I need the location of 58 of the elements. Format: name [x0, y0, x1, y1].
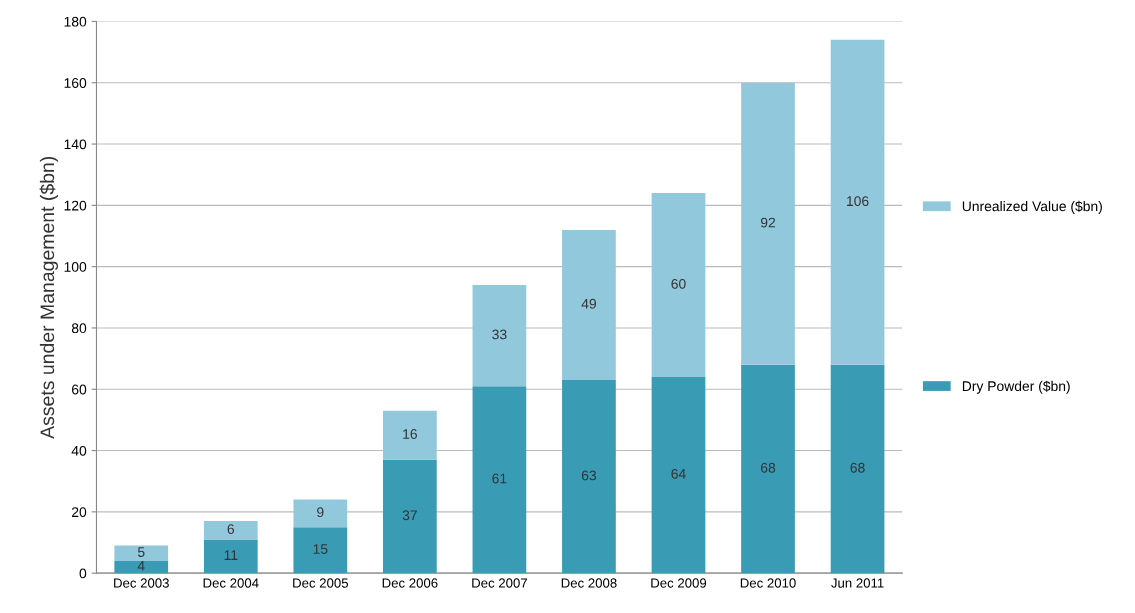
data-label: 11: [224, 550, 238, 560]
bar: [203, 539, 258, 574]
y-tick-label: 140: [64, 139, 87, 150]
y-tick-label: 40: [71, 445, 87, 456]
y-tick-label: 180: [64, 16, 87, 27]
x-tick-label: Dec 2010: [740, 578, 796, 588]
x-tick-label: Dec 2003: [114, 578, 169, 588]
y-tick-label: 60: [72, 384, 87, 395]
x-tick-label: Dec 2005: [293, 578, 349, 588]
legend-label: Dry Powder ($bn): [962, 380, 1070, 394]
x-tick-label: Dec 2009: [651, 578, 707, 588]
data-label: 5: [137, 547, 145, 557]
bar: [562, 380, 616, 574]
bar: [383, 459, 437, 574]
data-label: 60: [671, 278, 686, 289]
y-axis-title: Assets under Management ($bn): [39, 156, 59, 439]
bar: [562, 229, 616, 381]
x-tick-label: Dec 2007: [472, 578, 527, 588]
bar: [830, 39, 885, 365]
bar: [472, 386, 527, 574]
data-label: 63: [581, 470, 597, 481]
x-tick-label: Dec 2006: [382, 578, 438, 588]
y-tick-label: 120: [64, 200, 87, 211]
x-tick-label: Jun 2011: [831, 578, 884, 588]
bar: [293, 527, 348, 574]
bar: [741, 364, 795, 574]
bar: [830, 364, 885, 574]
y-tick-label: 80: [71, 323, 87, 334]
y-tick-label: 0: [79, 568, 87, 579]
data-label: 16: [403, 429, 417, 439]
data-label: 92: [760, 217, 776, 228]
bar: [651, 193, 706, 377]
y-tick-label: 20: [72, 507, 87, 518]
bar: [203, 521, 258, 540]
data-label: 9: [317, 507, 324, 518]
data-label: 15: [313, 544, 328, 554]
data-label: 68: [761, 462, 776, 473]
data-label: 4: [137, 561, 145, 571]
data-label: 6: [227, 524, 235, 534]
x-tick-label: Dec 2004: [203, 578, 259, 588]
data-label: 64: [671, 468, 686, 479]
bar: [383, 410, 437, 460]
data-label: 49: [581, 298, 597, 309]
data-label: 106: [847, 196, 869, 207]
bar: [651, 377, 706, 574]
bar: [114, 545, 169, 561]
data-label: 61: [492, 473, 507, 484]
data-label: 33: [492, 329, 507, 340]
legend-label: Unrealized Value ($bn): [962, 200, 1102, 214]
data-label: 68: [850, 462, 865, 473]
bar: [741, 82, 795, 365]
data-label: 37: [402, 510, 417, 521]
bar: [114, 560, 169, 574]
bar: [472, 285, 527, 387]
bar: [293, 499, 348, 528]
y-tick-label: 160: [64, 78, 87, 88]
x-tick-label: Dec 2008: [561, 578, 617, 588]
y-tick-label: 100: [64, 261, 87, 272]
